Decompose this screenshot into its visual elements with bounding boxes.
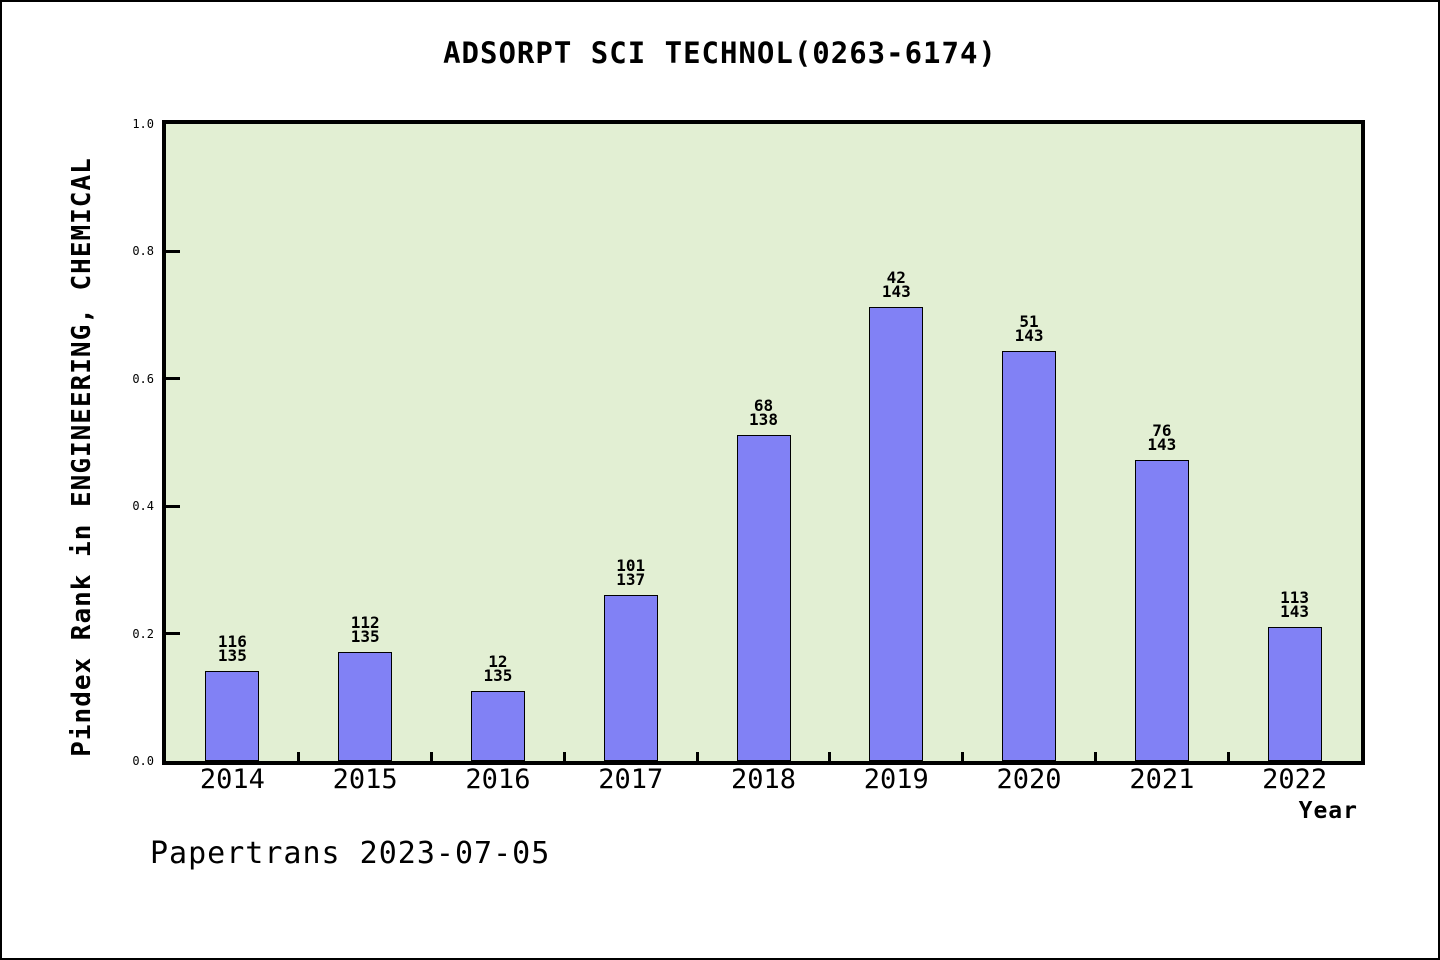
bar-2019 xyxy=(869,307,924,761)
x-tick-label-2019: 2019 xyxy=(863,764,929,795)
plot-area: 116 135 112 135 12 135 101 137 68 138 42 143 51 143 76… xyxy=(162,120,1365,765)
plot-inner: 116 135 112 135 12 135 101 137 68 138 42 143 51 143 76… xyxy=(166,124,1361,761)
bar-total-value: 138 xyxy=(749,410,778,429)
x-tick-mark xyxy=(562,752,566,761)
x-tick-label-2022: 2022 xyxy=(1262,764,1328,795)
bar-rank-value: 68 xyxy=(753,396,774,415)
bar-rank-value: 101 xyxy=(616,556,646,575)
bar-rank-value: 12 xyxy=(488,652,508,671)
x-tick-mark xyxy=(430,752,434,761)
x-axis-label: Year xyxy=(1298,798,1358,824)
x-tick-mark xyxy=(695,752,699,761)
chart-title: ADSORPT SCI TECHNOL(0263-6174) xyxy=(443,36,997,70)
bar-2015 xyxy=(338,652,393,761)
bar-total-value: 135 xyxy=(217,646,247,665)
bar-2017 xyxy=(603,595,658,761)
x-tick-mark xyxy=(828,752,832,761)
x-tick-mark xyxy=(297,752,301,761)
bar-total-value: 135 xyxy=(483,666,513,685)
y-tick-label-0.4: 0.4 xyxy=(132,499,154,514)
x-tick-mark xyxy=(961,752,965,761)
x-tick-label-2017: 2017 xyxy=(598,764,664,795)
x-tick-label-2016: 2016 xyxy=(465,764,531,795)
bar-rank-value: 42 xyxy=(886,268,906,287)
bar-rank-value: 116 xyxy=(217,632,247,651)
bar-rank-value: 76 xyxy=(1152,421,1172,440)
x-tick-label-2021: 2021 xyxy=(1129,764,1195,795)
y-tick-mark xyxy=(166,377,180,381)
y-tick-label-0.2: 0.2 xyxy=(132,626,154,641)
bar-total-value: 143 xyxy=(1147,435,1177,454)
bar-2014 xyxy=(205,671,260,761)
bar-value-label-2016: 12 135 xyxy=(453,652,543,685)
x-tick-mark xyxy=(1226,752,1230,761)
bar-rank-value: 112 xyxy=(350,613,380,632)
bar-value-label-2022: 113 143 xyxy=(1250,588,1340,621)
bar-2020 xyxy=(1002,351,1057,761)
x-tick-label-2018: 2018 xyxy=(730,764,797,795)
footer-text: Papertrans 2023-07-05 xyxy=(150,836,551,871)
x-tick-mark xyxy=(1093,752,1097,761)
x-tick-label-2020: 2020 xyxy=(996,764,1062,795)
bar-total-value: 135 xyxy=(350,627,380,646)
y-tick-label-0.8: 0.8 xyxy=(132,244,154,259)
x-tick-label-2014: 2014 xyxy=(199,764,265,795)
bar-2021 xyxy=(1134,460,1189,761)
bar-value-label-2019: 42 143 xyxy=(851,268,941,301)
bar-total-value: 143 xyxy=(881,282,911,301)
bar-total-value: 143 xyxy=(1280,602,1310,621)
bar-total-value: 137 xyxy=(616,570,646,589)
bar-rank-value: 51 xyxy=(1019,312,1039,331)
bar-value-label-2018: 68 138 xyxy=(719,396,809,429)
y-tick-label-1.0: 1.0 xyxy=(132,117,154,131)
bar-value-label-2014: 116 135 xyxy=(187,632,277,665)
bar-rank-value: 113 xyxy=(1280,588,1310,607)
x-tick-label-2015: 2015 xyxy=(332,764,398,795)
y-tick-mark xyxy=(166,249,180,253)
bar-total-value: 143 xyxy=(1014,326,1044,345)
y-tick-label-0.6: 0.6 xyxy=(132,371,154,386)
y-tick-mark xyxy=(166,632,180,636)
bar-value-label-2017: 101 137 xyxy=(586,556,676,589)
y-tick-mark xyxy=(166,504,180,508)
bar-2016 xyxy=(470,691,525,761)
bar-2022 xyxy=(1267,627,1322,761)
y-tick-label-0.0: 0.0 xyxy=(132,754,154,768)
bar-value-label-2015: 112 135 xyxy=(320,613,410,646)
bar-value-label-2020: 51 143 xyxy=(984,312,1074,345)
bar-2018 xyxy=(736,435,791,761)
bar-value-label-2021: 76 143 xyxy=(1117,421,1207,454)
